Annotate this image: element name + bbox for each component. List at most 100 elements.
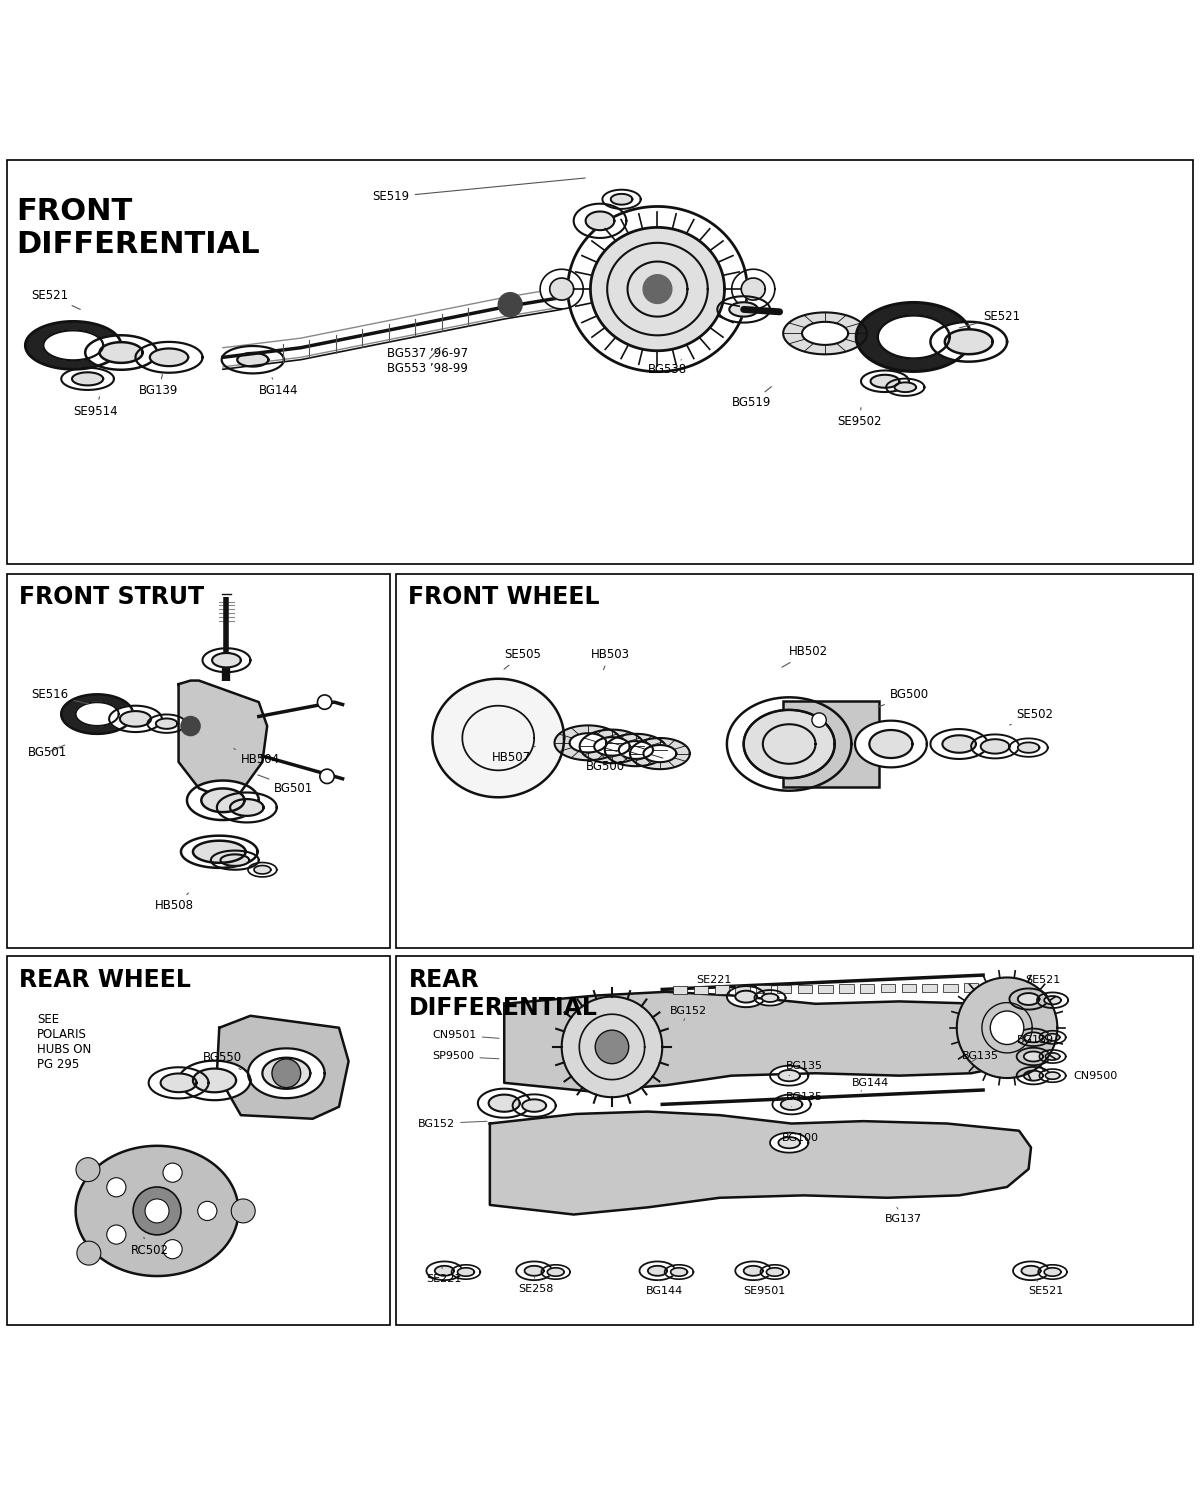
Polygon shape — [211, 850, 259, 870]
Polygon shape — [76, 1146, 239, 1276]
Polygon shape — [1009, 738, 1048, 758]
Text: SE221: SE221 — [696, 975, 732, 990]
Polygon shape — [886, 378, 924, 396]
Polygon shape — [179, 681, 268, 798]
Circle shape — [272, 1059, 301, 1088]
Text: BG500: BG500 — [586, 754, 625, 774]
Polygon shape — [541, 1264, 570, 1280]
Circle shape — [595, 1030, 629, 1063]
Bar — [694, 986, 708, 994]
Polygon shape — [742, 278, 766, 300]
Polygon shape — [568, 207, 748, 372]
Text: BG519: BG519 — [732, 387, 772, 410]
Polygon shape — [203, 648, 251, 672]
Polygon shape — [727, 698, 852, 790]
Polygon shape — [590, 228, 725, 351]
Polygon shape — [109, 705, 162, 732]
Polygon shape — [488, 1095, 520, 1112]
Text: REAR WHEEL: REAR WHEEL — [19, 968, 191, 992]
Polygon shape — [426, 1262, 462, 1280]
Polygon shape — [512, 1095, 556, 1118]
Polygon shape — [187, 780, 259, 820]
Polygon shape — [61, 694, 133, 734]
Text: BG501: BG501 — [258, 776, 313, 795]
Polygon shape — [570, 734, 606, 753]
Polygon shape — [1024, 1052, 1043, 1062]
Text: SE521: SE521 — [1025, 975, 1061, 990]
Text: BG500: BG500 — [878, 688, 929, 706]
Bar — [818, 984, 833, 993]
Text: BG135: BG135 — [786, 1092, 822, 1107]
Polygon shape — [72, 372, 103, 386]
Polygon shape — [956, 978, 1057, 1078]
Circle shape — [107, 1226, 126, 1244]
Polygon shape — [212, 652, 241, 668]
Polygon shape — [193, 840, 246, 862]
Polygon shape — [202, 789, 245, 812]
Text: BG100: BG100 — [782, 1132, 818, 1148]
Polygon shape — [671, 1268, 688, 1276]
Text: BG537 ’96-97
BG553 ’98-99: BG537 ’96-97 BG553 ’98-99 — [386, 346, 468, 375]
Polygon shape — [1016, 1048, 1050, 1065]
Polygon shape — [763, 724, 816, 764]
Bar — [964, 984, 978, 992]
Polygon shape — [594, 736, 630, 756]
Polygon shape — [1045, 1072, 1060, 1078]
Text: REAR
DIFFERENTIAL: REAR DIFFERENTIAL — [408, 968, 598, 1020]
Text: HB504: HB504 — [234, 748, 280, 766]
Polygon shape — [784, 312, 866, 354]
Circle shape — [163, 1162, 182, 1182]
Bar — [860, 984, 875, 993]
Polygon shape — [248, 1048, 325, 1098]
Polygon shape — [1044, 996, 1061, 1005]
Polygon shape — [61, 368, 114, 390]
Bar — [776, 986, 791, 993]
Text: BG538: BG538 — [648, 360, 688, 376]
Text: HB508: HB508 — [155, 892, 193, 912]
Polygon shape — [263, 1058, 311, 1089]
Circle shape — [181, 717, 200, 735]
Polygon shape — [744, 710, 835, 778]
Circle shape — [145, 1198, 169, 1222]
Polygon shape — [665, 1264, 694, 1280]
Polygon shape — [648, 1266, 667, 1276]
Bar — [756, 986, 770, 993]
Polygon shape — [727, 986, 766, 1006]
Text: SE505: SE505 — [504, 648, 541, 669]
Polygon shape — [744, 710, 835, 778]
Polygon shape — [930, 322, 1007, 362]
Bar — [396, 574, 1193, 948]
Polygon shape — [755, 990, 786, 1005]
Text: BG135: BG135 — [786, 1060, 822, 1076]
Text: BG152: BG152 — [670, 1007, 707, 1020]
Text: HB502: HB502 — [782, 645, 828, 668]
Bar — [7, 160, 1193, 564]
Text: RC502: RC502 — [131, 1238, 169, 1257]
Text: FRONT
DIFFERENTIAL: FRONT DIFFERENTIAL — [16, 196, 259, 260]
Polygon shape — [574, 204, 626, 238]
Polygon shape — [744, 1266, 763, 1276]
Polygon shape — [1039, 1050, 1066, 1064]
Polygon shape — [504, 992, 1043, 1090]
Text: BG139: BG139 — [139, 375, 179, 398]
Polygon shape — [586, 211, 614, 230]
Text: BG152: BG152 — [418, 1119, 487, 1128]
Text: BG144: BG144 — [852, 1078, 889, 1090]
Polygon shape — [43, 330, 103, 360]
Text: SE521: SE521 — [960, 310, 1020, 328]
Polygon shape — [161, 1074, 197, 1092]
Polygon shape — [76, 702, 119, 726]
Polygon shape — [732, 268, 775, 309]
Polygon shape — [1018, 993, 1039, 1005]
Polygon shape — [877, 315, 949, 358]
Polygon shape — [120, 711, 151, 726]
Polygon shape — [580, 729, 644, 764]
Polygon shape — [770, 1132, 809, 1152]
Polygon shape — [148, 714, 186, 734]
Polygon shape — [980, 740, 1009, 753]
Polygon shape — [779, 1137, 800, 1149]
Polygon shape — [516, 1262, 552, 1280]
Text: BG135: BG135 — [961, 1052, 998, 1062]
Circle shape — [133, 1186, 181, 1234]
Text: HB507: HB507 — [492, 747, 535, 764]
